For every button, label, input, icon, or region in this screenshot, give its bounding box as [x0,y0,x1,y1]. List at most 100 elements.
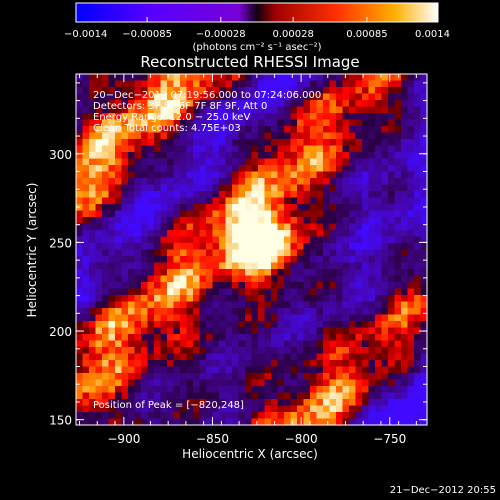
map-pixel [180,210,188,218]
map-pixel [128,165,136,173]
map-pixel [82,139,90,147]
map-pixel [394,262,402,270]
map-pixel [225,236,233,244]
map-pixel [414,87,422,95]
map-pixel [394,399,402,407]
map-pixel [128,334,136,342]
map-pixel [310,204,318,212]
map-pixel [414,145,422,153]
map-pixel [284,295,292,303]
map-pixel [95,321,103,329]
map-pixel [180,197,188,205]
x-tick-label: −800 [285,432,318,446]
map-pixel [251,275,259,283]
map-pixel [303,262,311,270]
map-pixel [290,178,298,186]
map-pixel [407,327,415,335]
map-pixel [173,204,181,212]
map-pixel [193,418,201,426]
map-pixel [368,249,376,257]
map-pixel [329,360,337,368]
map-pixel [368,165,376,173]
map-pixel [160,301,168,309]
map-pixel [264,256,272,264]
map-pixel [134,288,142,296]
map-pixel [251,152,259,160]
map-pixel [329,392,337,400]
map-pixel [82,321,90,329]
map-pixel [76,204,84,212]
map-pixel [232,412,240,420]
map-pixel [407,139,415,147]
map-pixel [401,275,409,283]
map-pixel [271,243,279,251]
map-pixel [368,256,376,264]
map-pixel [375,275,383,283]
map-pixel [329,87,337,95]
map-pixel [245,184,253,192]
map-pixel [134,93,142,101]
map-pixel [102,392,110,400]
map-pixel [95,230,103,238]
map-pixel [167,366,175,374]
map-pixel [394,418,402,426]
map-pixel [381,327,389,335]
map-pixel [355,197,363,205]
map-pixel [82,145,90,153]
map-pixel [336,87,344,95]
map-pixel [329,243,337,251]
map-pixel [316,275,324,283]
map-pixel [258,80,266,88]
map-pixel [251,405,259,413]
map-pixel [394,295,402,303]
map-pixel [264,295,272,303]
map-pixel [407,132,415,140]
map-pixel [375,87,383,95]
map-pixel [160,204,168,212]
map-pixel [108,119,116,127]
map-pixel [297,386,305,394]
map-pixel [173,373,181,381]
map-pixel [258,243,266,251]
map-pixel [128,197,136,205]
map-pixel [394,392,402,400]
map-pixel [82,314,90,322]
map-pixel [115,223,123,231]
map-pixel [154,308,162,316]
map-pixel [414,301,422,309]
map-pixel [82,158,90,166]
map-pixel [102,139,110,147]
map-pixel [89,347,97,355]
map-pixel [355,347,363,355]
map-pixel [212,184,220,192]
map-pixel [173,288,181,296]
map-pixel [336,74,344,82]
map-pixel [238,119,246,127]
map-pixel [193,171,201,179]
map-pixel [381,353,389,361]
map-pixel [342,113,350,121]
map-pixel [355,288,363,296]
map-pixel [368,145,376,153]
map-pixel [225,314,233,322]
map-pixel [76,178,84,186]
map-pixel [232,314,240,322]
map-pixel [219,100,227,108]
map-pixel [95,412,103,420]
map-pixel [284,223,292,231]
map-pixel [362,171,370,179]
map-pixel [297,412,305,420]
map-pixel [342,236,350,244]
map-pixel [290,282,298,290]
map-pixel [336,412,344,420]
map-pixel [297,158,305,166]
map-pixel [349,353,357,361]
map-pixel [388,113,396,121]
map-pixel [420,366,428,374]
map-pixel [186,249,194,257]
map-pixel [115,152,123,160]
map-pixel [193,288,201,296]
map-pixel [199,288,207,296]
map-pixel [414,74,422,82]
map-pixel [147,210,155,218]
